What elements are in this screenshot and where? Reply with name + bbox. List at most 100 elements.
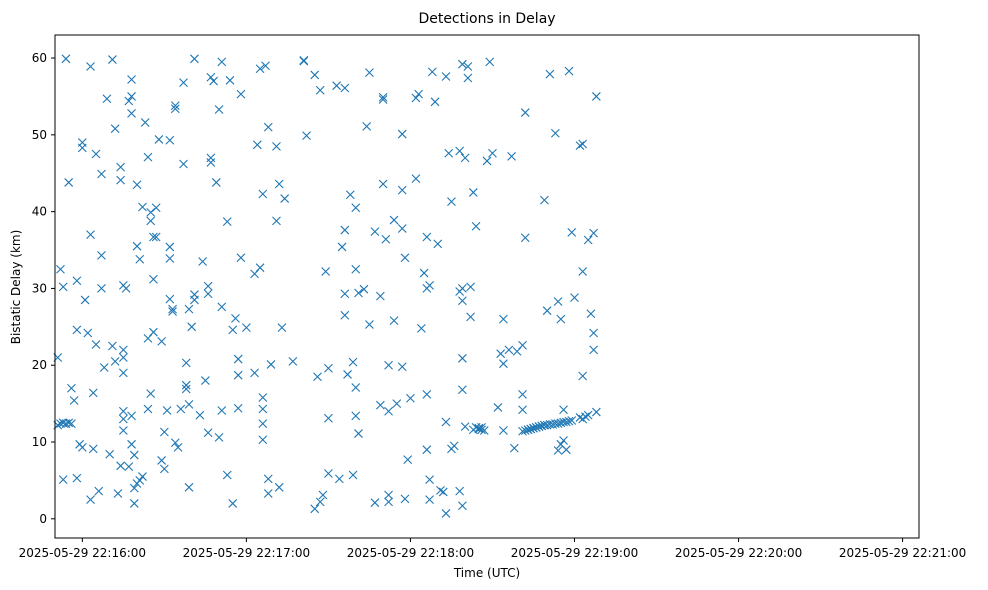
- data-point: [425, 495, 434, 504]
- data-point: [441, 509, 451, 518]
- data-point: [124, 462, 134, 471]
- x-axis-label: Time (UTC): [453, 566, 520, 580]
- data-point: [211, 178, 221, 187]
- data-point: [458, 296, 467, 306]
- data-point: [425, 475, 434, 485]
- data-point: [80, 295, 90, 305]
- data-point: [105, 449, 115, 459]
- y-tick-label: 50: [32, 128, 47, 142]
- data-point: [370, 498, 380, 508]
- data-point: [179, 78, 188, 88]
- data-point: [217, 302, 227, 312]
- data-point: [460, 422, 470, 432]
- y-axis-ticks: 0 10 20 30 40 50 60: [32, 51, 55, 526]
- data-point: [455, 486, 465, 496]
- y-tick-label: 40: [32, 205, 47, 219]
- data-point: [578, 371, 588, 381]
- data-point: [118, 406, 128, 416]
- data-point: [149, 232, 158, 242]
- data-point: [138, 472, 147, 481]
- data-point: [397, 362, 407, 372]
- data-point: [206, 158, 216, 167]
- data-point: [176, 404, 186, 414]
- data-point: [61, 54, 71, 64]
- data-point: [129, 483, 139, 493]
- data-point: [499, 426, 508, 435]
- data-point: [258, 419, 268, 428]
- data-point: [545, 69, 555, 79]
- data-point: [351, 203, 361, 213]
- data-point: [58, 475, 68, 485]
- data-point: [381, 234, 391, 244]
- data-point: [425, 280, 434, 290]
- data-point: [411, 174, 421, 183]
- data-point: [499, 314, 508, 324]
- data-point: [534, 422, 544, 432]
- data-point: [242, 323, 251, 332]
- data-point: [149, 274, 158, 284]
- data-point: [463, 62, 473, 71]
- data-point: [384, 360, 393, 370]
- data-point: [553, 419, 563, 428]
- data-point: [351, 383, 361, 392]
- data-point: [474, 424, 484, 434]
- data-point: [97, 284, 106, 293]
- data-point: [263, 489, 273, 498]
- data-point: [187, 322, 197, 332]
- x-tick-label: 2025-05-29 22:20:00: [675, 546, 802, 560]
- data-point: [414, 89, 424, 99]
- data-point: [236, 253, 246, 263]
- data-point: [274, 482, 284, 492]
- data-point: [559, 405, 568, 415]
- data-point: [302, 131, 311, 140]
- data-point: [444, 148, 454, 158]
- data-point: [430, 97, 440, 107]
- data-point: [233, 354, 243, 364]
- data-point: [520, 108, 530, 117]
- data-point: [397, 224, 407, 233]
- data-point: [146, 389, 156, 399]
- data-point: [64, 178, 74, 187]
- data-point: [389, 215, 399, 225]
- data-point: [589, 228, 599, 238]
- data-point: [91, 149, 101, 159]
- data-point: [154, 135, 164, 144]
- y-tick-label: 30: [32, 281, 47, 295]
- data-point: [531, 423, 541, 432]
- data-point: [553, 297, 563, 306]
- data-point: [427, 67, 437, 77]
- y-axis-label: Bistatic Delay (km): [9, 230, 23, 345]
- data-point: [110, 124, 120, 134]
- data-point: [392, 399, 402, 408]
- data-point: [72, 276, 82, 286]
- data-point: [127, 75, 136, 84]
- data-point: [159, 427, 169, 437]
- data-point: [310, 70, 320, 80]
- data-point: [228, 499, 238, 508]
- data-point: [127, 92, 136, 101]
- data-point: [340, 310, 350, 320]
- data-point: [288, 356, 298, 366]
- data-point: [441, 72, 451, 81]
- data-point: [518, 405, 527, 415]
- data-point: [99, 363, 109, 372]
- data-point: [378, 95, 388, 104]
- data-point: [116, 162, 126, 172]
- data-point: [258, 393, 268, 402]
- data-point: [233, 370, 243, 380]
- data-point: [318, 490, 328, 500]
- data-point: [518, 426, 527, 436]
- data-point: [222, 217, 232, 226]
- data-point: [493, 403, 503, 412]
- data-point: [77, 143, 87, 153]
- data-point: [589, 345, 599, 355]
- data-point: [272, 216, 281, 226]
- data-point: [542, 306, 552, 316]
- data-point: [310, 504, 320, 514]
- data-point: [170, 101, 180, 111]
- data-point: [468, 188, 478, 197]
- data-point: [375, 400, 385, 410]
- data-point: [586, 309, 596, 319]
- data-point: [389, 316, 399, 326]
- data-point: [233, 403, 243, 413]
